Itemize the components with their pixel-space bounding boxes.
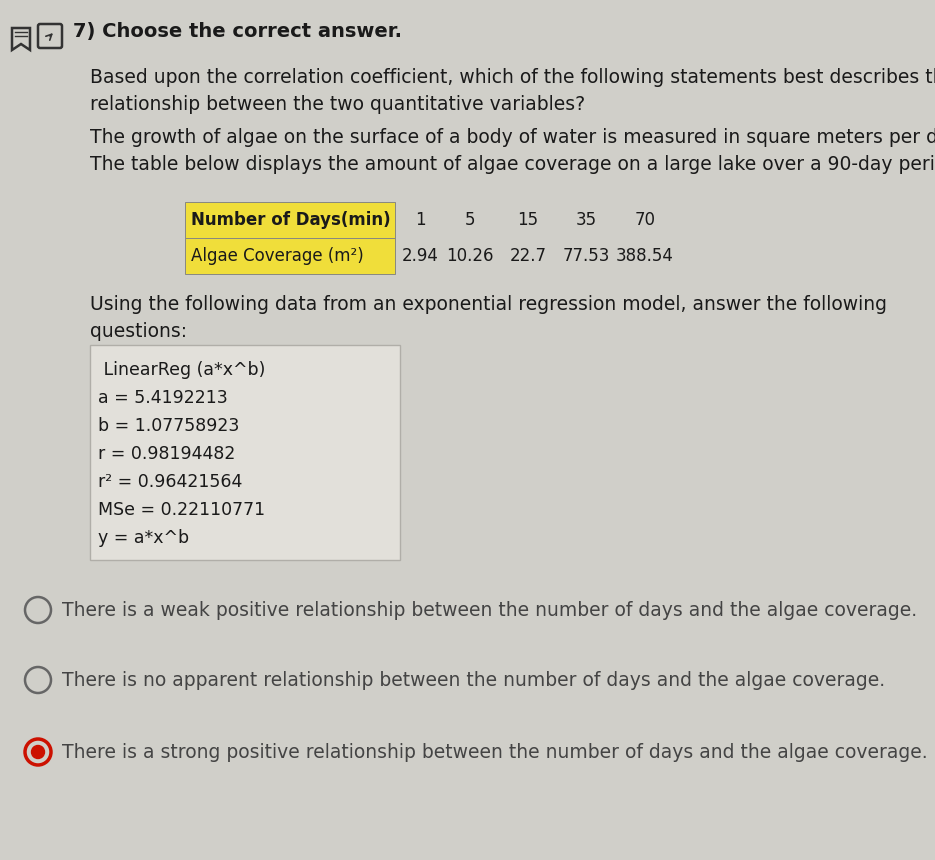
Text: Using the following data from an exponential regression model, answer the follow: Using the following data from an exponen… — [90, 295, 887, 341]
Text: 70: 70 — [635, 211, 655, 229]
Text: y = a*x^b: y = a*x^b — [98, 529, 189, 547]
Text: r² = 0.96421564: r² = 0.96421564 — [98, 473, 242, 491]
Text: a = 5.4192213: a = 5.4192213 — [98, 389, 228, 407]
Text: There is a strong positive relationship between the number of days and the algae: There is a strong positive relationship … — [62, 742, 928, 761]
Text: 10.26: 10.26 — [446, 247, 494, 265]
Text: 15: 15 — [517, 211, 539, 229]
Text: r = 0.98194482: r = 0.98194482 — [98, 445, 236, 463]
Circle shape — [32, 746, 45, 759]
FancyBboxPatch shape — [90, 345, 400, 560]
Text: 1: 1 — [415, 211, 425, 229]
Text: 22.7: 22.7 — [510, 247, 546, 265]
Text: 77.53: 77.53 — [562, 247, 610, 265]
Text: There is no apparent relationship between the number of days and the algae cover: There is no apparent relationship betwee… — [62, 671, 885, 690]
Text: The growth of algae on the surface of a body of water is measured in square mete: The growth of algae on the surface of a … — [90, 128, 935, 175]
Text: 5: 5 — [465, 211, 475, 229]
Text: b = 1.07758923: b = 1.07758923 — [98, 417, 239, 435]
Text: Algae Coverage (m²): Algae Coverage (m²) — [191, 247, 364, 265]
Text: 7) Choose the correct answer.: 7) Choose the correct answer. — [73, 22, 402, 41]
Bar — [185, 238, 395, 274]
Text: 2.94: 2.94 — [401, 247, 439, 265]
Text: Based upon the correlation coefficient, which of the following statements best d: Based upon the correlation coefficient, … — [90, 68, 935, 114]
Text: There is a weak positive relationship between the number of days and the algae c: There is a weak positive relationship be… — [62, 600, 917, 619]
Text: Number of Days(min): Number of Days(min) — [191, 211, 391, 229]
Text: 388.54: 388.54 — [616, 247, 674, 265]
Bar — [185, 202, 395, 238]
Text: LinearReg (a*x^b): LinearReg (a*x^b) — [98, 361, 266, 379]
Text: MSe = 0.22110771: MSe = 0.22110771 — [98, 501, 266, 519]
Text: 35: 35 — [575, 211, 597, 229]
